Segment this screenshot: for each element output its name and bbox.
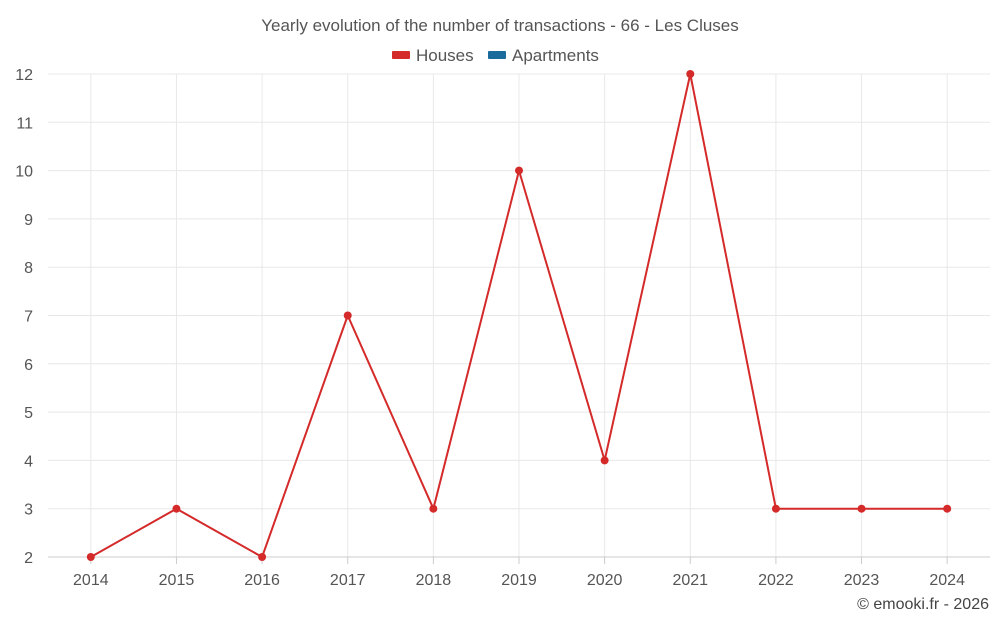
- x-tick-label: 2014: [73, 572, 109, 589]
- data-point[interactable]: [429, 504, 438, 513]
- x-tick-label: 2016: [244, 572, 280, 589]
- y-tick-label: 2: [24, 550, 33, 567]
- data-point[interactable]: [943, 504, 952, 513]
- data-point[interactable]: [857, 504, 866, 513]
- data-point[interactable]: [686, 70, 695, 78]
- y-tick-label: 9: [24, 212, 33, 229]
- data-point[interactable]: [86, 553, 95, 561]
- legend-swatch-apartments: [488, 51, 506, 59]
- y-tick-label: 10: [15, 164, 33, 181]
- x-axis: 2014 2015 2016 2017 2018 2019 2020 2021 2022 2023…: [48, 556, 990, 589]
- data-point[interactable]: [515, 166, 523, 175]
- x-tick-label: 2024: [929, 572, 965, 589]
- gridlines: [48, 73, 990, 558]
- y-tick-label: 6: [24, 357, 33, 374]
- y-axis: 2 3 4 5 6 7 8 9 10 11 12: [15, 67, 33, 567]
- data-point[interactable]: [771, 504, 780, 513]
- legend-label-apartments: Apartments: [512, 46, 599, 65]
- y-tick-label: 7: [24, 309, 33, 326]
- x-tick-label: 2021: [672, 572, 708, 589]
- data-point[interactable]: [258, 553, 267, 561]
- y-tick-label: 11: [16, 115, 33, 132]
- x-tick-label: 2019: [501, 572, 537, 589]
- legend: Houses Apartments: [392, 46, 599, 65]
- x-tick-label: 2023: [844, 572, 880, 589]
- x-tick-label: 2020: [587, 572, 623, 589]
- data-point[interactable]: [343, 311, 352, 320]
- y-tick-label: 12: [15, 67, 33, 84]
- y-tick-label: 3: [24, 502, 33, 519]
- credit-text: © emooki.fr - 2026: [857, 596, 989, 613]
- chart-title: Yearly evolution of the number of transa…: [261, 16, 739, 35]
- data-point[interactable]: [172, 504, 181, 513]
- y-tick-label: 4: [24, 453, 33, 470]
- x-tick-label: 2015: [159, 572, 195, 589]
- y-tick-label: 5: [24, 405, 33, 422]
- series-layer: [86, 70, 952, 561]
- legend-item-houses[interactable]: Houses: [392, 46, 474, 65]
- legend-item-apartments[interactable]: Apartments: [488, 46, 599, 65]
- x-tick-label: 2018: [416, 572, 452, 589]
- y-tick-label: 8: [24, 260, 33, 277]
- legend-label-houses: Houses: [416, 46, 474, 65]
- x-tick-label: 2022: [758, 572, 794, 589]
- x-tick-label: 2017: [330, 572, 366, 589]
- data-point[interactable]: [600, 456, 609, 465]
- legend-swatch-houses: [392, 51, 410, 59]
